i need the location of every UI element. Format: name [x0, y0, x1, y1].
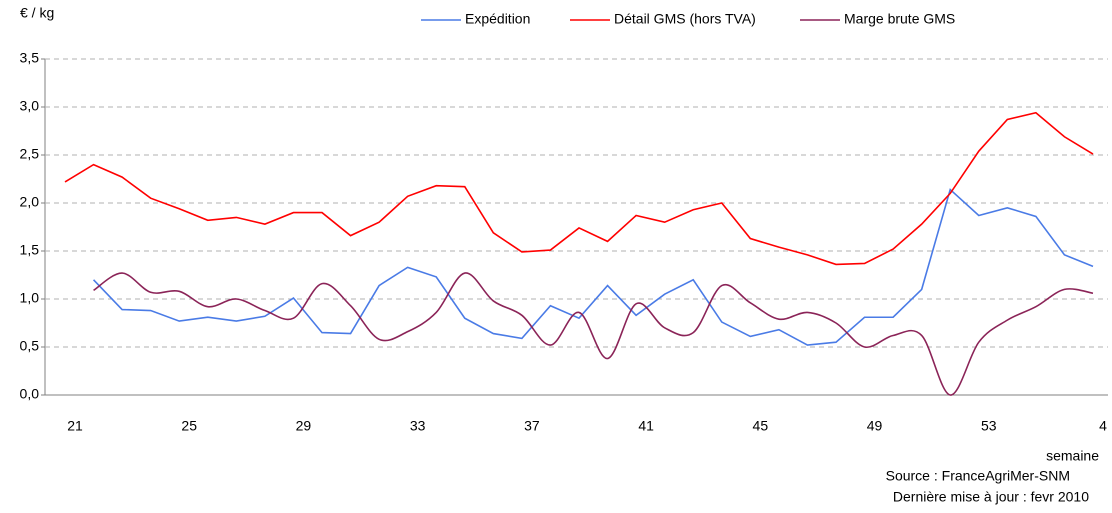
series-line	[64, 111, 1094, 266]
series-line	[93, 272, 1094, 396]
x-tick-label: 37	[524, 418, 540, 434]
series-line	[92, 188, 1094, 346]
y-axis-label: € / kg	[20, 5, 54, 21]
x-tick-label: 41	[638, 418, 654, 434]
y-tick-label: 2,0	[20, 194, 40, 210]
y-tick-label: 0,0	[20, 386, 40, 402]
y-tick-label: 3,5	[20, 50, 40, 66]
x-tick-label: 49	[867, 418, 883, 434]
legend-label: Marge brute GMS	[844, 11, 955, 27]
y-tick-label: 1,5	[20, 242, 40, 258]
y-tick-label: 1,0	[20, 290, 40, 306]
legend-label: Expédition	[465, 11, 530, 27]
source-note: Source : FranceAgriMer-SNM	[886, 468, 1070, 484]
y-tick-label: 2,5	[20, 146, 40, 162]
y-tick-label: 0,5	[20, 338, 40, 354]
x-tick-label: 4	[1099, 418, 1107, 434]
y-tick-label: 3,0	[20, 98, 40, 114]
x-tick-label: 29	[296, 418, 312, 434]
x-tick-label: 25	[181, 418, 197, 434]
legend-label: Détail GMS (hors TVA)	[614, 11, 756, 27]
x-axis-label: semaine	[1046, 448, 1099, 464]
x-tick-label: 53	[981, 418, 997, 434]
x-tick-label: 45	[753, 418, 769, 434]
update-note: Dernière mise à jour : fevr 2010	[893, 489, 1089, 505]
x-tick-label: 21	[67, 418, 83, 434]
x-tick-label: 33	[410, 418, 426, 434]
